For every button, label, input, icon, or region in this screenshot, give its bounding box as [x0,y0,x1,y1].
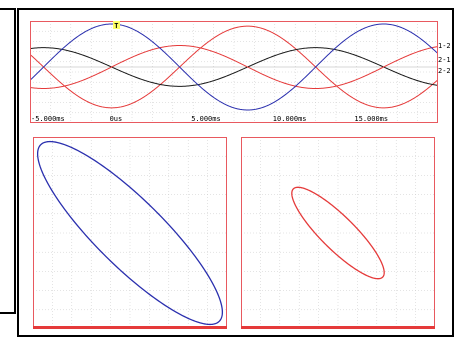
series-line-1 [30,47,438,87]
xy-plot-1 [33,137,227,329]
trigger-marker-bg [113,21,120,29]
xy-plot-1-ellipse [36,140,224,326]
time-tick: 0us [110,115,123,123]
channel-label-2-1: 2-1 [438,56,451,64]
channel-labels: 1-2 2-1 2-2 [438,42,451,75]
series-line-2 [30,45,438,90]
series-line-0 [30,25,438,109]
xy-plot-2 [241,137,435,329]
time-axis-ticks: -5.000ms 0us 5.000ms 10.000ms 15.000ms [31,115,388,123]
xy-plot-2-ellipse [291,186,385,280]
scope-display-frame [17,8,454,337]
left-side-panel [0,8,16,314]
channel-label-1-2: 1-2 [438,42,451,50]
trigger-marker-label: T [114,22,118,30]
trigger-marker[interactable]: T [113,21,120,30]
series-line-3 [30,23,438,111]
waveform-chart: -5.000ms 0us 5.000ms 10.000ms 15.000ms T [30,21,438,123]
waveform-series-group [30,23,438,111]
time-tick: -5.000ms [31,115,65,123]
time-tick: 15.000ms [354,115,388,123]
waveform-grid [30,21,438,123]
xy-plot-2-grid [241,137,435,329]
xy-plot-1-grid [33,137,227,329]
channel-label-2-2: 2-2 [438,67,451,75]
time-tick: 10.000ms [273,115,307,123]
waveform-border [30,21,438,123]
time-tick: 5.000ms [191,115,221,123]
